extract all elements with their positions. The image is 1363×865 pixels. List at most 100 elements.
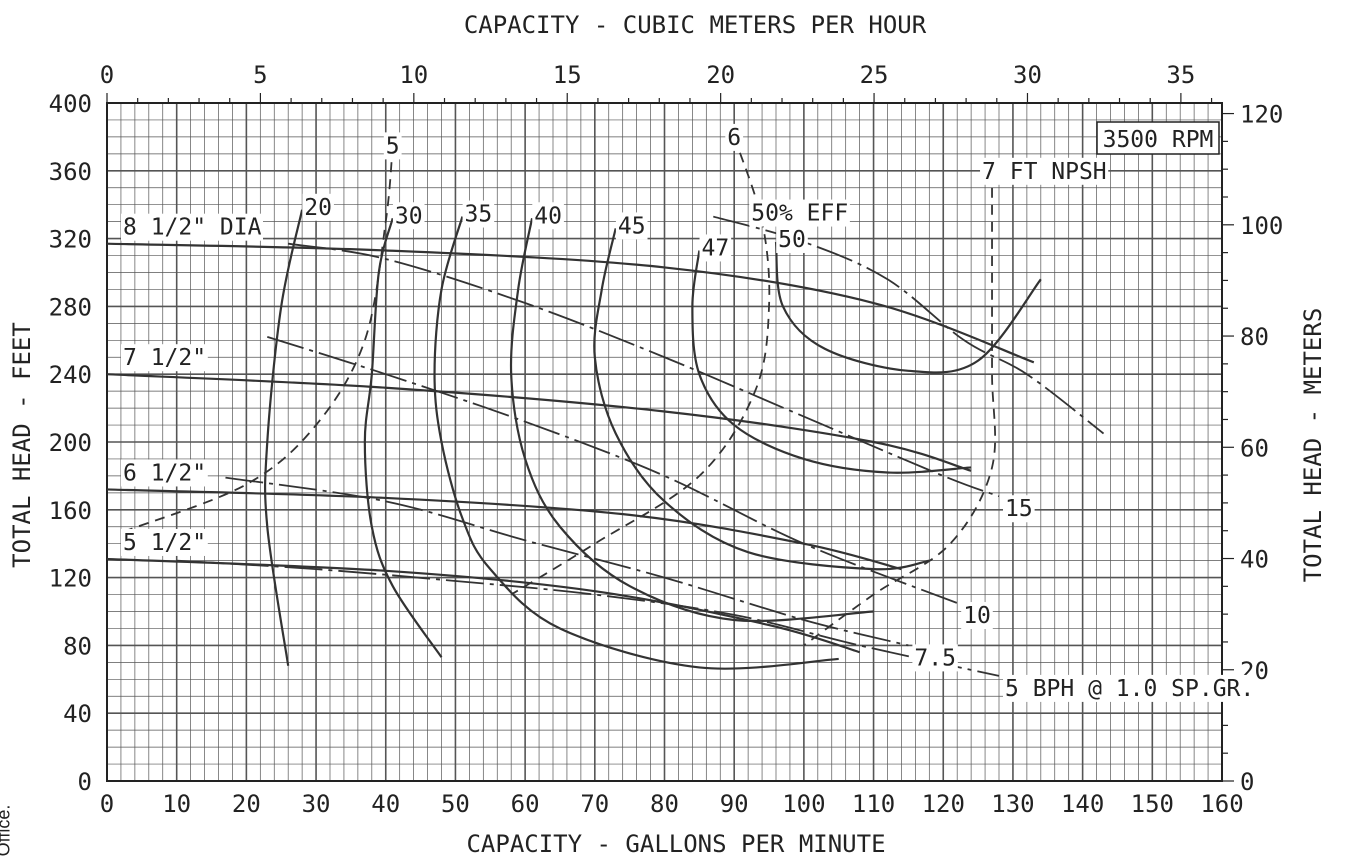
left-tick-label: 80 (63, 632, 92, 660)
bph-label-4: 5 BPH @ 1.0 SP.GR. (1005, 676, 1254, 702)
efficiency-curve-0 (264, 209, 304, 666)
impeller-label-1-bg (121, 344, 208, 372)
efficiency-curve-2 (433, 216, 839, 670)
bph-label-2: 10 (963, 603, 991, 629)
npsh-label-1-bg (725, 123, 744, 151)
top-axis-title: CAPACITY - CUBIC METERS PER HOUR (464, 11, 927, 39)
efficiency-label-0-bg (302, 193, 334, 221)
bottom-tick-label: 50 (441, 790, 470, 818)
impeller-label-2: 6 1/2" (123, 460, 206, 486)
right-tick-label: 60 (1240, 434, 1269, 462)
right-tick-label: 100 (1240, 212, 1283, 240)
left-tick-label: 400 (49, 90, 92, 118)
left-tick-label: 360 (49, 158, 92, 186)
efficiency-label-5: 47 (701, 235, 729, 261)
efficiency-label-0: 20 (304, 195, 332, 221)
bottom-tick-label: 40 (371, 790, 400, 818)
curve-labels: 8 1/2" DIA 7 1/2" 6 1/2" 5 1/2" 20 30 35 40 45 47… (121, 123, 1256, 702)
bottom-tick-label: 30 (302, 790, 331, 818)
bottom-tick-label: 90 (720, 790, 749, 818)
impeller-label-0: 8 1/2" DIA (123, 215, 262, 241)
impeller-label-3-bg (121, 528, 208, 556)
efficiency-curve-1 (363, 217, 443, 658)
top-tick-label: 15 (553, 61, 582, 89)
efficiency-curve-3 (509, 218, 874, 623)
bottom-tick-label: 20 (232, 790, 261, 818)
side-note: Office. (0, 790, 24, 865)
bph-label-3: 7.5 (914, 645, 956, 671)
top-tick-label: 5 (253, 61, 267, 89)
bottom-tick-label: 0 (100, 790, 114, 818)
efficiency-label-5-bg (699, 234, 732, 262)
bph-line-4 (176, 559, 1000, 677)
left-tick-label: 40 (63, 700, 92, 728)
bph-line-0 (713, 215, 1105, 435)
plot-frame (106, 102, 1223, 782)
rpm-label: 3500 RPM (1103, 127, 1214, 153)
top-tick-label: 20 (706, 61, 735, 89)
top-tick-label: 10 (399, 61, 428, 89)
left-tick-label: 160 (49, 497, 92, 525)
efficiency-label-4-bg (615, 212, 648, 240)
left-tick-label: 280 (49, 293, 92, 321)
impeller-curve-1 (106, 373, 972, 472)
curves (106, 136, 1105, 677)
npsh-label-2-bg (980, 157, 1109, 185)
bph-label-3-bg (912, 644, 958, 672)
right-tick-label: 40 (1240, 546, 1269, 574)
efficiency-curve-6 (774, 241, 1042, 374)
impeller-label-3: 5 1/2" (123, 530, 206, 556)
right-tick-label: 80 (1240, 323, 1269, 351)
bph-label-2-bg (961, 602, 993, 630)
efficiency-label-1: 30 (395, 203, 423, 229)
left-tick-label: 120 (49, 565, 92, 593)
bph-label-0: 50% EFF (751, 201, 848, 227)
left-tick-label: 200 (49, 429, 92, 457)
bottom-tick-label: 10 (162, 790, 191, 818)
bottom-tick-label: 120 (922, 790, 965, 818)
bph-line-1 (288, 242, 1000, 498)
efficiency-curve-5 (691, 250, 972, 474)
impeller-label-0-bg (121, 213, 263, 241)
npsh-label-1: 6 (727, 125, 741, 151)
bottom-tick-label: 80 (650, 790, 679, 818)
efficiency-label-4: 45 (618, 213, 646, 239)
left-tick-label: 0 (78, 768, 92, 796)
efficiency-label-6-bg (776, 225, 808, 253)
left-axis-title: TOTAL HEAD - FEET (8, 322, 36, 568)
npsh-curve-2 (803, 170, 997, 647)
efficiency-label-3: 40 (534, 203, 562, 229)
npsh-label-0: 5 (386, 133, 400, 159)
efficiency-label-2-bg (462, 200, 495, 228)
impeller-label-1: 7 1/2" (123, 345, 206, 371)
bph-label-1-bg (1003, 495, 1035, 523)
efficiency-label-1-bg (392, 202, 425, 230)
left-tick-label: 240 (49, 361, 92, 389)
top-tick-label: 25 (860, 61, 889, 89)
npsh-label-2: 7 FT NPSH (982, 159, 1107, 185)
impeller-curve-2 (106, 488, 902, 571)
right-axis-title: TOTAL HEAD - METERS (1299, 308, 1327, 583)
impeller-label-2-bg (121, 459, 208, 487)
npsh-label-0-bg (383, 132, 402, 160)
bottom-tick-label: 70 (580, 790, 609, 818)
bph-label-0-bg (749, 199, 850, 227)
right-tick-label: 0 (1240, 768, 1254, 796)
efficiency-curve-4 (593, 228, 930, 571)
top-tick-label: 30 (1013, 61, 1042, 89)
side-note-text: Office. (0, 804, 14, 857)
bph-label-4-bg (1003, 674, 1256, 702)
bph-line-2 (267, 336, 958, 604)
bottom-axis-title: CAPACITY - GALLONS PER MINUTE (466, 830, 885, 858)
bottom-tick-label: 110 (852, 790, 895, 818)
bph-label-1: 15 (1005, 496, 1033, 522)
efficiency-label-2: 35 (465, 202, 493, 228)
bottom-tick-label: 100 (782, 790, 825, 818)
bottom-tick-label: 130 (991, 790, 1034, 818)
bottom-tick-label: 160 (1200, 790, 1243, 818)
top-tick-label: 35 (1166, 61, 1195, 89)
impeller-curve-0 (106, 242, 1035, 364)
bottom-tick-label: 150 (1131, 790, 1174, 818)
top-tick-label: 0 (100, 61, 114, 89)
